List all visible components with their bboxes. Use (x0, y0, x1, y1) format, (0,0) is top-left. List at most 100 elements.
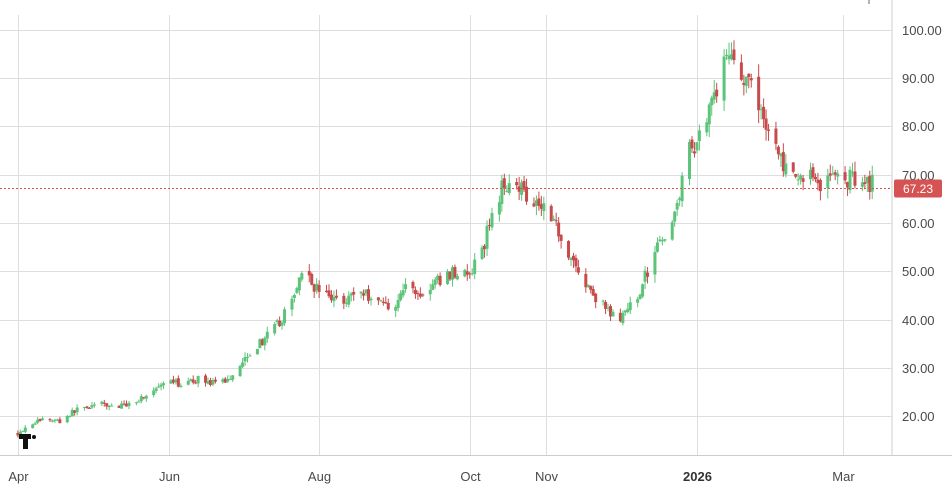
candle (334, 289, 338, 300)
candle (75, 404, 79, 416)
candle (542, 196, 546, 221)
candle-body (660, 240, 664, 242)
candle-body (292, 294, 296, 298)
candle-body (221, 379, 225, 382)
candle-body (208, 380, 212, 385)
candle-body (623, 310, 627, 313)
x-tick-label: Nov (535, 469, 559, 484)
last-price-label: 67.23 (903, 182, 933, 196)
candle-body (21, 431, 25, 433)
candle-body (327, 290, 331, 297)
candle (643, 266, 647, 289)
candle-body (100, 401, 104, 404)
candle-body (359, 291, 363, 294)
candle (559, 234, 563, 249)
candle-body (352, 291, 356, 295)
candle-body (697, 130, 701, 142)
candle (636, 296, 640, 308)
candle (483, 244, 487, 258)
candle-body (549, 205, 553, 222)
candle-body (117, 406, 121, 408)
candle (576, 259, 580, 275)
candle (312, 283, 316, 298)
candle-body (154, 388, 158, 392)
candle-body (860, 182, 864, 187)
candle-layer (16, 40, 874, 438)
candle-body (843, 172, 847, 181)
candle (55, 418, 59, 422)
candle (50, 419, 54, 423)
candle (278, 316, 282, 328)
candle-body (539, 204, 543, 209)
candle (485, 220, 489, 257)
candle (776, 145, 780, 160)
candle-body (379, 300, 383, 302)
candle (401, 283, 405, 298)
candle (122, 400, 126, 406)
candle (722, 49, 726, 111)
candle (796, 173, 800, 186)
candle-body (833, 172, 837, 175)
candle (87, 407, 91, 409)
y-tick-label: 80.00 (902, 119, 935, 134)
candle-body (273, 323, 277, 334)
candle-body (542, 203, 546, 212)
candle (179, 383, 183, 388)
candle (376, 297, 380, 305)
candle-body (137, 401, 141, 403)
candle (609, 304, 613, 322)
candle (779, 152, 783, 167)
candle-body (48, 419, 52, 421)
candle-body (591, 289, 595, 296)
candle-body (517, 186, 521, 192)
candle-body (794, 173, 798, 177)
candle (248, 353, 252, 357)
candle (448, 271, 452, 281)
candle (759, 104, 763, 120)
candle-body (367, 289, 371, 301)
candle (791, 161, 795, 174)
candle (813, 173, 817, 183)
candle (446, 269, 450, 285)
candle (853, 161, 857, 189)
candle (465, 264, 469, 281)
candle (846, 181, 850, 197)
candle-body (870, 174, 874, 192)
candle (692, 141, 696, 158)
candle-body (152, 390, 156, 396)
y-tick-label: 40.00 (902, 313, 935, 328)
candle (315, 278, 319, 294)
candle-body (497, 202, 501, 215)
candle (290, 295, 294, 317)
candle (41, 416, 45, 421)
candle (404, 278, 408, 293)
candle (194, 379, 198, 385)
candle-body (349, 293, 353, 296)
candle (729, 42, 733, 61)
candle (204, 373, 208, 387)
candle-body (283, 309, 287, 324)
y-tick-label: 30.00 (902, 361, 935, 376)
y-tick-label: 100.00 (902, 23, 942, 38)
candle-body (673, 211, 677, 222)
candle (490, 207, 494, 231)
candle (739, 54, 743, 82)
candle (243, 352, 247, 366)
candle-body (586, 284, 590, 287)
candle (690, 136, 694, 153)
candle-body (134, 402, 138, 404)
candle-body (204, 375, 208, 383)
candle-body (626, 308, 630, 313)
candle-body (65, 416, 69, 423)
candle-body (255, 348, 259, 355)
candle (470, 268, 474, 276)
candle (107, 405, 111, 411)
candle (594, 292, 598, 309)
candle (584, 268, 588, 293)
candle-body (846, 181, 850, 188)
candle-body (653, 252, 657, 275)
candle (23, 424, 27, 434)
candle-body (742, 82, 746, 85)
candle (870, 165, 874, 200)
